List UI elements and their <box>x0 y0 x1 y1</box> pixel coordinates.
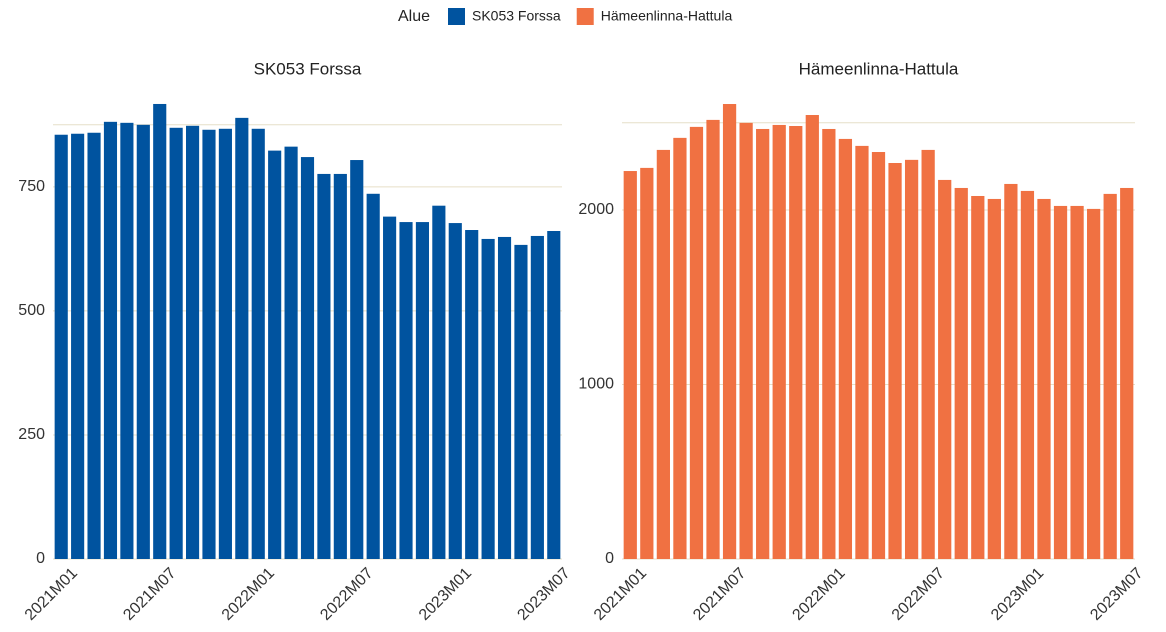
x-tick-label: 2021M07 <box>120 565 179 624</box>
y-tick-label: 250 <box>18 426 45 443</box>
bar <box>136 124 150 559</box>
bar <box>185 125 200 559</box>
y-tick-label: 1000 <box>578 376 614 393</box>
bar <box>120 122 134 560</box>
bar <box>706 119 720 560</box>
bar <box>1087 208 1101 559</box>
bar <box>465 230 479 559</box>
bar <box>1070 205 1084 559</box>
panel-title: Hämeenlinna-Hattula <box>799 59 959 78</box>
bar <box>202 129 216 559</box>
bar <box>366 193 380 560</box>
bar <box>954 187 968 559</box>
bar <box>350 160 364 559</box>
bar <box>333 173 347 559</box>
y-tick-label: 750 <box>18 178 45 195</box>
bar <box>54 134 68 559</box>
x-tick-label: 2022M01 <box>789 565 848 624</box>
legend-title: Alue <box>398 8 430 25</box>
bar <box>300 157 315 559</box>
x-tick-label: 2022M07 <box>317 565 376 624</box>
bar <box>656 149 670 559</box>
bar <box>514 244 528 559</box>
bar <box>153 103 167 559</box>
bar <box>1053 205 1068 559</box>
bar <box>938 179 952 559</box>
bar <box>383 216 397 559</box>
bar <box>987 198 1001 560</box>
bar <box>689 126 704 560</box>
bar <box>71 133 85 559</box>
bar <box>722 104 737 559</box>
bar <box>623 171 637 559</box>
bar <box>789 126 803 559</box>
bar <box>904 159 919 559</box>
bar <box>838 138 853 559</box>
x-tick-label: 2023M01 <box>988 565 1047 624</box>
bar <box>805 115 819 559</box>
bar <box>87 132 101 559</box>
x-tick-label: 2023M01 <box>416 565 475 624</box>
bar <box>235 117 249 560</box>
bar <box>739 122 753 560</box>
bar <box>103 121 118 560</box>
bar <box>640 167 654 559</box>
bar <box>497 236 512 559</box>
panel-title: SK053 Forssa <box>254 59 362 78</box>
bar <box>218 128 232 559</box>
bar <box>921 149 935 559</box>
legend-swatch <box>576 8 594 25</box>
bar <box>530 235 544 559</box>
bar <box>448 223 462 559</box>
bar <box>673 137 687 559</box>
bar <box>399 222 413 559</box>
y-tick-label: 0 <box>36 550 45 567</box>
bar <box>971 195 985 559</box>
bar <box>772 124 786 559</box>
bar <box>284 146 298 559</box>
bar <box>251 128 265 559</box>
x-tick-label: 2022M07 <box>889 565 948 624</box>
bar <box>855 145 869 559</box>
bar <box>822 128 836 559</box>
x-tick-label: 2022M01 <box>219 565 278 624</box>
bar <box>415 222 430 559</box>
bar <box>1103 193 1117 560</box>
y-tick-label: 0 <box>605 550 614 567</box>
legend-label: SK053 Forssa <box>472 8 561 24</box>
legend-swatch <box>448 8 465 25</box>
bar <box>1020 190 1035 560</box>
bar <box>268 150 282 559</box>
bar <box>756 128 770 559</box>
legend-label: Hämeenlinna-Hattula <box>601 8 733 24</box>
bar <box>317 173 331 559</box>
bar <box>1037 198 1051 560</box>
x-tick-label: 2023M07 <box>514 565 573 624</box>
bar <box>888 163 902 559</box>
y-tick-label: 500 <box>18 302 45 319</box>
y-tick-label: 2000 <box>578 201 614 218</box>
x-tick-label: 2021M07 <box>690 565 749 624</box>
x-tick-label: 2021M01 <box>22 565 81 624</box>
bar <box>432 205 446 559</box>
x-tick-label: 2021M01 <box>591 565 650 624</box>
x-tick-label: 2023M07 <box>1087 565 1146 624</box>
bar <box>1004 183 1018 559</box>
bar <box>169 127 183 559</box>
bar <box>1120 187 1134 559</box>
bar <box>481 238 495 559</box>
bar <box>871 152 886 559</box>
bar <box>547 231 561 559</box>
